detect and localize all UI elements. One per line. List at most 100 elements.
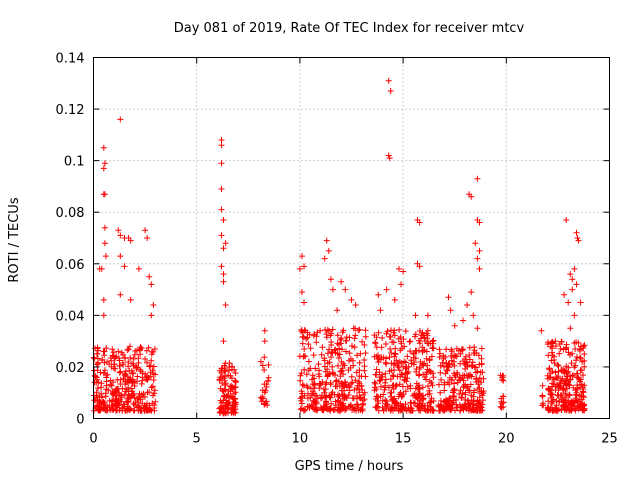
data-point (548, 391, 554, 398)
data-point (387, 334, 394, 340)
data-point (471, 344, 478, 351)
data-point (430, 337, 437, 344)
data-point (319, 379, 326, 385)
data-point (443, 360, 450, 367)
data-point (222, 373, 229, 380)
data-point (373, 366, 380, 373)
data-point (478, 379, 485, 386)
data-point (226, 364, 233, 371)
data-point (439, 359, 446, 366)
y-tick-label: 0 (76, 413, 84, 428)
data-point (424, 312, 431, 319)
data-point (480, 375, 487, 382)
data-point (99, 356, 106, 363)
data-point (553, 407, 560, 414)
data-point (424, 391, 431, 398)
data-point (479, 369, 486, 376)
data-point (572, 346, 579, 352)
data-point (464, 302, 471, 308)
data-point (416, 328, 423, 334)
data-point (352, 377, 359, 384)
data-point (469, 406, 476, 413)
data-point (462, 362, 469, 369)
data-point (447, 406, 454, 413)
data-point (384, 402, 391, 409)
data-point (475, 378, 482, 385)
data-point (552, 369, 559, 376)
data-point (577, 299, 584, 306)
data-point (549, 338, 556, 345)
data-point (139, 400, 146, 407)
data-point (405, 404, 412, 411)
data-point (327, 407, 334, 414)
data-point (396, 265, 402, 272)
data-point (565, 299, 572, 306)
data-point (117, 291, 124, 298)
data-point (355, 327, 362, 334)
data-point (220, 278, 227, 285)
data-point (446, 381, 453, 388)
data-point (457, 387, 464, 394)
data-point (296, 265, 303, 272)
data-point (327, 381, 334, 388)
data-point (301, 407, 307, 414)
data-point (150, 363, 157, 370)
data-point (462, 396, 469, 403)
data-point (218, 206, 225, 213)
data-point (338, 387, 345, 394)
data-point (139, 374, 146, 381)
data-point (373, 334, 380, 341)
x-tick-label: 15 (395, 432, 412, 447)
data-point (265, 377, 272, 384)
data-point (303, 371, 310, 378)
data-point (455, 347, 462, 354)
data-point (474, 386, 481, 393)
data-point (359, 402, 366, 408)
data-point (465, 372, 472, 379)
data-point (428, 353, 435, 360)
data-point (382, 341, 389, 347)
data-point (350, 325, 357, 332)
data-point (580, 372, 586, 379)
data-point (330, 407, 337, 413)
data-point (313, 339, 320, 346)
data-point (316, 380, 323, 387)
data-point (117, 232, 124, 239)
data-point (130, 355, 137, 362)
data-point (131, 351, 138, 358)
data-point (361, 367, 368, 374)
data-point (104, 371, 111, 378)
data-point (319, 344, 326, 351)
data-point (100, 405, 107, 412)
data-point (135, 394, 142, 401)
data-point (331, 391, 338, 398)
data-point (553, 397, 560, 404)
data-point (313, 406, 320, 413)
data-point (217, 397, 224, 404)
data-point (567, 325, 574, 332)
x-tick-label: 0 (89, 432, 97, 447)
data-point (422, 338, 429, 345)
data-point (552, 405, 559, 412)
data-point (388, 405, 395, 412)
data-point (101, 348, 108, 355)
data-point (577, 355, 584, 362)
data-point (406, 338, 413, 345)
data-point (218, 232, 225, 239)
data-point (339, 383, 346, 389)
data-point (569, 276, 576, 283)
data-point (304, 334, 311, 341)
data-point (347, 402, 354, 408)
data-point (117, 376, 124, 383)
data-point (297, 377, 304, 384)
data-point (146, 402, 153, 409)
data-point (148, 384, 155, 391)
data-point (125, 405, 132, 412)
data-point (549, 407, 556, 413)
y-tick-label: 0.02 (56, 361, 85, 376)
data-point (117, 116, 124, 123)
data-point (581, 382, 588, 389)
data-point (129, 388, 136, 395)
data-point (362, 350, 369, 357)
data-point (405, 368, 412, 375)
